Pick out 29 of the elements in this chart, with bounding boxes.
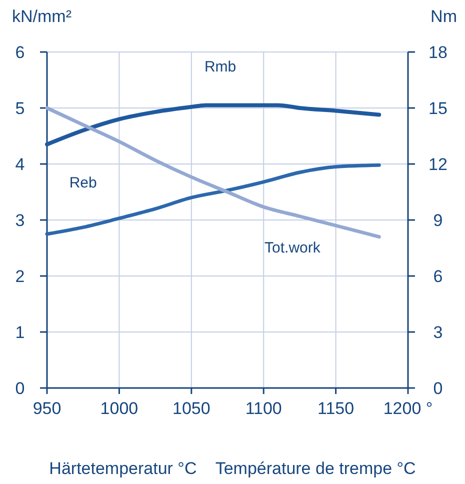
y2-tick-label: 3 bbox=[433, 323, 443, 342]
x-tick-label: 1150 bbox=[318, 399, 354, 418]
y2-tick-label: 12 bbox=[428, 155, 448, 174]
x-tick-label: 1000 bbox=[100, 399, 138, 418]
x-tick-label: 1050 bbox=[172, 399, 210, 418]
series-label: Tot.work bbox=[264, 239, 321, 256]
y2-tick-label: 6 bbox=[433, 267, 443, 286]
y2-tick-label: 9 bbox=[433, 211, 443, 230]
y2-tick-label: 15 bbox=[428, 99, 448, 118]
y-tick-label: 3 bbox=[15, 211, 25, 230]
x-tick-label: 1100 bbox=[245, 399, 282, 418]
x-tick-label: 950 bbox=[32, 399, 62, 418]
line-series bbox=[45, 163, 381, 236]
text: Reb bbox=[69, 174, 97, 192]
y-axis-title: kN/mm² bbox=[12, 7, 72, 26]
y2-tick-label: 0 bbox=[433, 379, 443, 398]
y-tick-label: 1 bbox=[15, 323, 25, 342]
x-axis-title: Härtetemperatur °C Température de trempe °C bbox=[49, 459, 416, 478]
y-tick-label: 5 bbox=[15, 99, 25, 118]
y-tick-label: 0 bbox=[15, 379, 25, 398]
y-tick-label: 6 bbox=[15, 43, 25, 62]
series-label: Rmb bbox=[204, 58, 236, 76]
y2-tick-label: 18 bbox=[428, 43, 448, 62]
y-tick-label: 4 bbox=[15, 155, 25, 174]
line-series bbox=[45, 103, 382, 146]
line-series bbox=[45, 106, 381, 239]
y2-axis-title: Nm bbox=[430, 7, 457, 26]
x-tick-label: 1200 ° bbox=[383, 399, 433, 418]
y-tick-label: 2 bbox=[15, 267, 25, 286]
